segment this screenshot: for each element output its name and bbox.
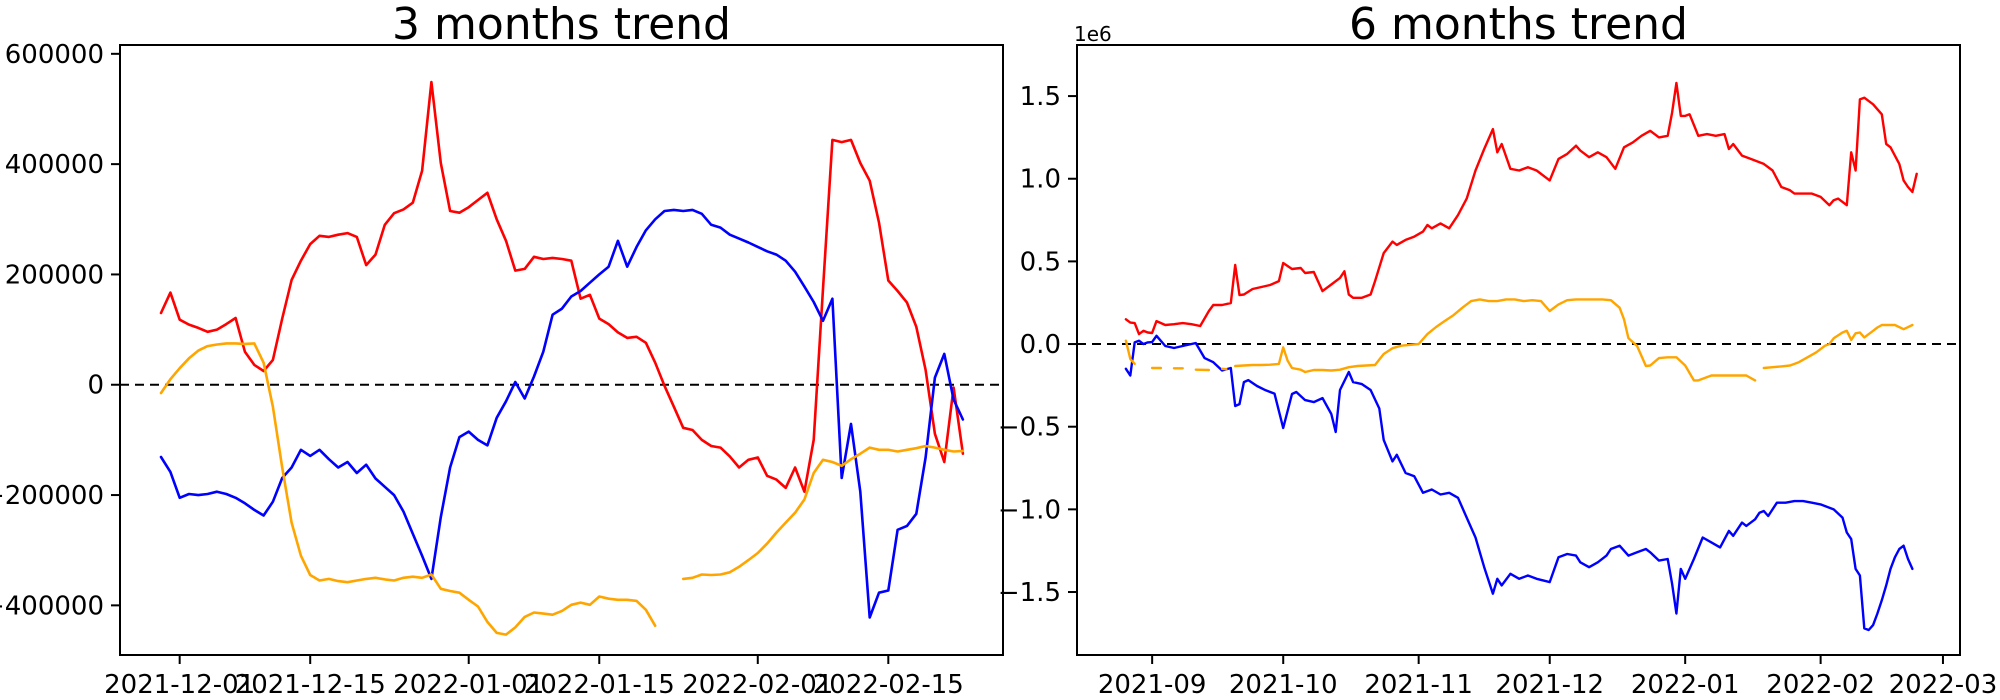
orange-series	[159, 342, 657, 636]
red-series	[1124, 81, 1918, 336]
y-tick-label: 200000	[5, 260, 104, 290]
y-tick-label: −0.5	[998, 413, 1061, 443]
orange-series	[1124, 339, 1136, 366]
x-tick-label: 2022-01	[1631, 670, 1740, 700]
y-tick-label: 1.5	[1020, 82, 1061, 112]
x-tick-label: 2022-02-15	[813, 670, 964, 700]
red-series	[159, 80, 965, 494]
orange-series	[1233, 298, 1757, 382]
x-tick-label: 2021-12-01	[104, 670, 255, 700]
y-tick-label: 0.0	[1020, 330, 1061, 360]
blue-series	[159, 208, 965, 619]
y-axis-offset-label: 1e6	[1074, 22, 1112, 46]
y-tick-label: 1.0	[1020, 165, 1061, 195]
x-tick-label: 2022-01-01	[393, 670, 544, 700]
y-tick-label: −1.0	[998, 495, 1061, 525]
x-tick-label: 2021-12-15	[235, 670, 386, 700]
y-tick-label: 400000	[5, 150, 104, 180]
x-tick-label: 2021-10	[1229, 670, 1338, 700]
x-tick-label: 2022-03	[1889, 670, 1998, 700]
y-tick-label: 0.5	[1020, 247, 1061, 277]
chart-title-6-months: 6 months trend	[1349, 0, 1688, 50]
x-tick-label: 2021-09	[1098, 670, 1207, 700]
y-tick-label: 0	[87, 371, 104, 401]
x-tick-label: 2022-02-01	[682, 670, 833, 700]
y-tick-label: −400000	[0, 591, 104, 621]
chart-title-3-months: 3 months trend	[392, 0, 731, 50]
x-tick-label: 2022-01-15	[524, 670, 675, 700]
blue-series	[1124, 334, 1914, 632]
y-tick-label: −200000	[0, 481, 104, 511]
orange-series	[1762, 323, 1914, 370]
y-tick-label: 600000	[5, 40, 104, 70]
plot-frame	[119, 44, 1004, 656]
plot-frame	[1076, 44, 1961, 656]
x-tick-label: 2021-12	[1495, 670, 1604, 700]
x-tick-label: 2022-02	[1766, 670, 1875, 700]
x-tick-label: 2021-11	[1364, 670, 1473, 700]
orange-series	[681, 444, 965, 581]
y-tick-label: −1.5	[998, 578, 1061, 608]
